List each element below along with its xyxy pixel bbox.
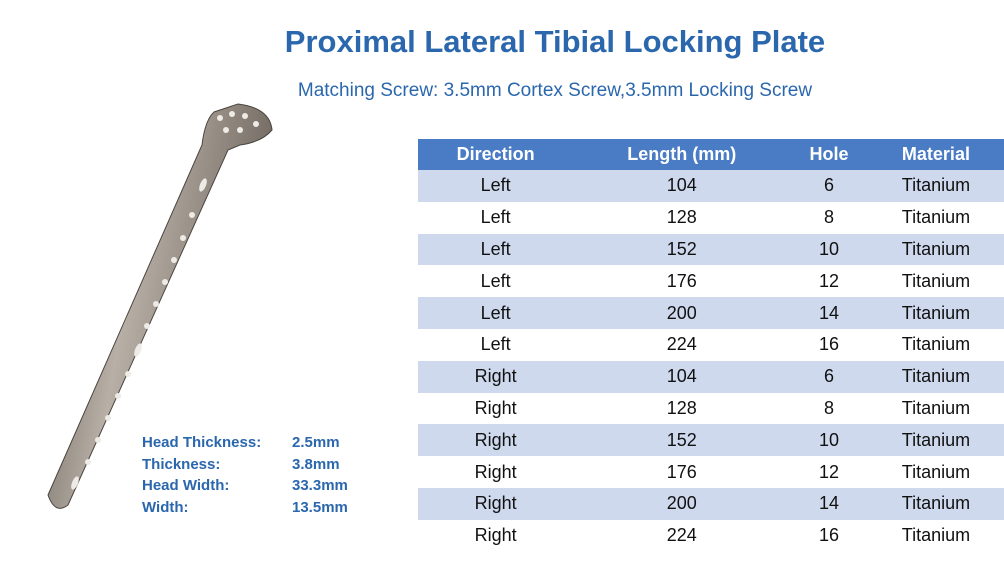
table-cell: Left bbox=[480, 270, 511, 291]
table-row: Left 224 16 Titanium bbox=[418, 329, 1004, 361]
table-cell: 104 bbox=[573, 360, 791, 393]
spec-value: 33.3mm bbox=[292, 477, 348, 494]
table-cell: Left bbox=[418, 297, 574, 329]
table-cell: 128 bbox=[666, 207, 697, 228]
spec-label: Head Width: bbox=[142, 477, 230, 494]
table-cell: 152 bbox=[573, 233, 791, 266]
table-cell: Left bbox=[480, 334, 511, 355]
table-row: Left 152 10 Titanium bbox=[418, 233, 1004, 266]
table-cell: Titanium bbox=[867, 297, 1004, 329]
subtitle: Matching Screw: 3.5mm Cortex Screw,3.5mm… bbox=[297, 80, 813, 101]
table-cell: 12 bbox=[819, 461, 840, 482]
table-cell: 10 bbox=[790, 424, 868, 457]
table-cell: Titanium bbox=[867, 170, 1004, 202]
spec-value: 2.5mm bbox=[292, 434, 340, 451]
table-cell: 16 bbox=[819, 525, 840, 546]
spec-row: Thickness: 3.8mm bbox=[142, 456, 382, 478]
table-cell: 104 bbox=[573, 170, 791, 202]
column-header: Length (mm) bbox=[573, 139, 791, 170]
table-cell: 176 bbox=[666, 270, 697, 291]
table-row: Right 104 6 Titanium bbox=[418, 360, 1004, 393]
spec-row: Head Width: 33.3mm bbox=[142, 477, 382, 499]
table-cell: 12 bbox=[819, 270, 840, 291]
specs: Head Thickness: 2.5mm Thickness: 3.8mm Head … bbox=[142, 434, 382, 520]
table-cell: 152 bbox=[573, 424, 791, 457]
table-cell: Titanium bbox=[901, 334, 971, 355]
table-cell: Titanium bbox=[901, 270, 971, 291]
table-row: Left 200 14 Titanium bbox=[418, 297, 1004, 329]
table-cell: Right bbox=[474, 461, 517, 482]
table-row: Right 128 8 Titanium bbox=[418, 393, 1004, 425]
spec-label: Head Thickness: bbox=[142, 434, 262, 451]
spec-label: Width: bbox=[142, 498, 189, 516]
table-row: Right 200 14 Titanium bbox=[418, 487, 1004, 520]
table-header: Direction Length (mm) Hole Material bbox=[418, 139, 1004, 170]
column-header: Direction bbox=[418, 139, 574, 170]
table-cell: 16 bbox=[819, 334, 840, 355]
table-cell: 10 bbox=[790, 233, 868, 266]
table-cell: Right bbox=[474, 397, 517, 418]
table-cell: Titanium bbox=[901, 207, 971, 228]
table-row: Left 128 8 Titanium bbox=[418, 202, 1004, 234]
table-cell: 200 bbox=[573, 487, 791, 520]
table-cell: 14 bbox=[790, 297, 868, 329]
column-header: Material bbox=[867, 139, 1004, 170]
table-cell: Left bbox=[418, 233, 574, 266]
table-cell: Left bbox=[480, 207, 511, 228]
table-cell: Right bbox=[418, 360, 574, 393]
table-cell: Titanium bbox=[867, 360, 1004, 393]
title: Proximal Lateral Tibial Locking Plate bbox=[284, 24, 826, 59]
table-cell: Left bbox=[418, 170, 574, 202]
table-cell: 6 bbox=[790, 170, 868, 202]
table-cell: 200 bbox=[573, 297, 791, 329]
spec-value: 13.5mm bbox=[292, 498, 348, 516]
table-cell: 14 bbox=[790, 487, 868, 520]
table-cell: 8 bbox=[824, 397, 835, 418]
table-cell: Right bbox=[418, 424, 574, 457]
spec-row: Width: 13.5mm bbox=[142, 499, 382, 521]
table-row: Right 176 12 Titanium bbox=[418, 456, 1004, 488]
spec-value: 3.8mm bbox=[292, 455, 340, 473]
table-row: Right 152 10 Titanium bbox=[418, 424, 1004, 457]
table-cell: Right bbox=[474, 525, 517, 546]
table-row: Left 104 6 Titanium bbox=[418, 170, 1004, 202]
spec-table: Direction Length (mm) Hole Material Left 104 6… bbox=[418, 139, 1004, 552]
table-row: Right 224 16 Titanium bbox=[418, 520, 1004, 552]
table-cell: 176 bbox=[666, 461, 697, 482]
table-cell: Titanium bbox=[867, 233, 1004, 266]
plate-image bbox=[47, 103, 273, 509]
spec-row: Head Thickness: 2.5mm bbox=[142, 434, 382, 456]
table-cell: 8 bbox=[824, 207, 835, 228]
column-header: Hole bbox=[790, 139, 868, 170]
table-cell: 224 bbox=[666, 334, 697, 355]
table-cell: Titanium bbox=[867, 487, 1004, 520]
table-cell: 128 bbox=[666, 397, 697, 418]
table-cell: Titanium bbox=[901, 525, 971, 546]
table-row: Left 176 12 Titanium bbox=[418, 265, 1004, 297]
table-cell: 6 bbox=[790, 360, 868, 393]
table-cell: Titanium bbox=[901, 461, 971, 482]
table-cell: Titanium bbox=[901, 397, 971, 418]
table-cell: Titanium bbox=[867, 424, 1004, 457]
spec-label: Thickness: bbox=[142, 455, 221, 473]
table-cell: 224 bbox=[666, 525, 697, 546]
table-cell: Right bbox=[418, 487, 574, 520]
